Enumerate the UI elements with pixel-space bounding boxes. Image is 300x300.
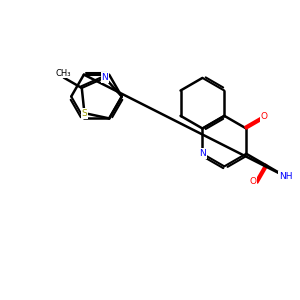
Text: S: S <box>82 109 87 118</box>
Text: N: N <box>199 149 206 158</box>
Text: N: N <box>101 73 108 82</box>
Text: O: O <box>261 112 268 121</box>
Text: CH₃: CH₃ <box>55 69 71 78</box>
Text: NH: NH <box>279 172 293 181</box>
Text: O: O <box>249 177 256 186</box>
